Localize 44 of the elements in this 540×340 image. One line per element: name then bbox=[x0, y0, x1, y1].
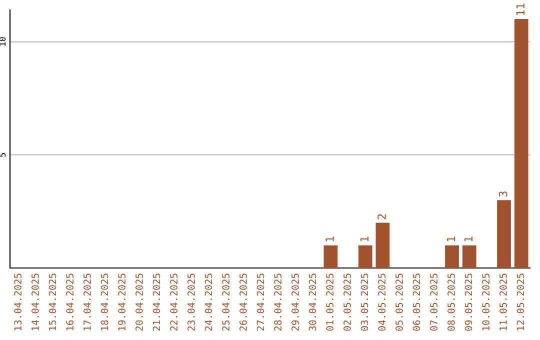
x-tick-label: 20.04.2025 bbox=[135, 274, 143, 331]
x-tick-label: 04.05.2025 bbox=[378, 274, 386, 331]
data-label: 1 bbox=[464, 236, 472, 242]
x-tick-label: 11.05.2025 bbox=[499, 274, 507, 330]
data-label: 2 bbox=[378, 214, 386, 220]
x-tick-label: 28.04.2025 bbox=[274, 274, 282, 331]
x-tick-label: 24.04.2025 bbox=[204, 274, 212, 331]
x-tick-label: 26.04.2025 bbox=[239, 274, 247, 331]
bar bbox=[445, 245, 459, 268]
x-tick-label: 17.04.2025 bbox=[83, 274, 91, 330]
x-tick-label: 19.04.2025 bbox=[118, 274, 126, 330]
bar bbox=[497, 200, 511, 268]
x-tick-label: 13.04.2025 bbox=[14, 274, 22, 330]
x-tick-label: 01.05.2025 bbox=[326, 274, 334, 331]
bar bbox=[376, 222, 390, 268]
x-tick-label: 29.04.2025 bbox=[291, 274, 299, 331]
x-tick-label: 08.05.2025 bbox=[447, 274, 455, 331]
bar bbox=[462, 245, 476, 268]
x-tick-label: 07.05.2025 bbox=[430, 274, 438, 331]
x-tick-label: 02.05.2025 bbox=[343, 274, 351, 331]
x-tick-label: 05.05.2025 bbox=[395, 274, 403, 331]
x-tick-label: 18.04.2025 bbox=[100, 274, 108, 330]
data-label: 1 bbox=[326, 236, 334, 242]
x-tick-label: 21.04.2025 bbox=[152, 274, 160, 331]
x-tick-label: 27.04.2025 bbox=[256, 274, 264, 331]
data-label: 1 bbox=[446, 236, 456, 242]
x-tick-label: 09.05.2025 bbox=[464, 274, 472, 331]
x-tick-label: 14.04.2025 bbox=[31, 274, 39, 330]
x-tick-label: 16.04.2025 bbox=[66, 274, 74, 330]
bar bbox=[514, 19, 528, 268]
data-label: 1 bbox=[360, 236, 368, 242]
x-tick-label: 06.05.2025 bbox=[412, 274, 420, 331]
x-tick-label: 03.05.2025 bbox=[360, 274, 368, 331]
x-tick-label: 10.05.2025 bbox=[482, 274, 490, 330]
x-tick-label: 15.04.2025 bbox=[48, 274, 56, 330]
data-label: 3 bbox=[498, 191, 508, 197]
x-tick-label: 22.04.2025 bbox=[170, 274, 178, 331]
x-tick-label: 30.04.2025 bbox=[308, 274, 316, 331]
bar bbox=[324, 245, 338, 268]
bar bbox=[358, 245, 372, 268]
x-tick-label: 25.04.2025 bbox=[222, 274, 230, 331]
x-tick-label: 12.05.2025 bbox=[516, 274, 524, 330]
data-label: 11 bbox=[516, 4, 524, 15]
x-tick-label: 23.04.2025 bbox=[187, 274, 195, 331]
